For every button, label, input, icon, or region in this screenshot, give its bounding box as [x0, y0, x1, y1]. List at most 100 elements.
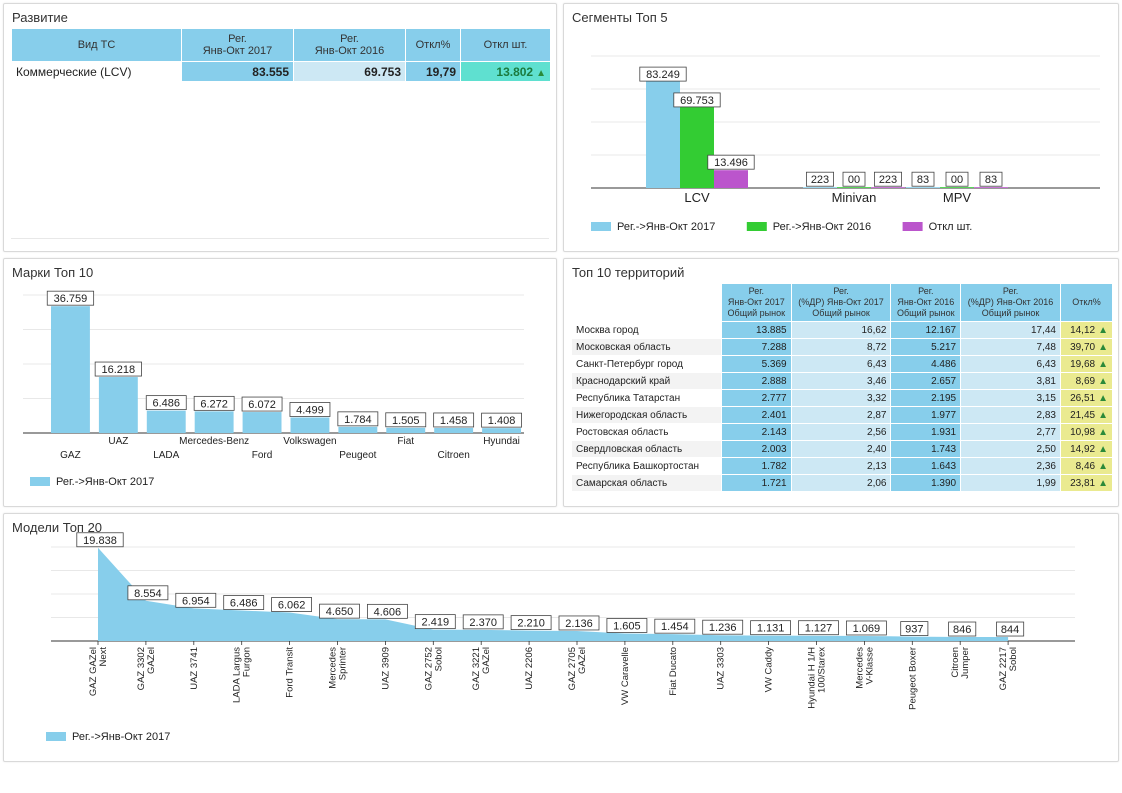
legend-swatch	[591, 222, 611, 231]
deviation-pct-cell: 14,92 ▲	[1060, 440, 1113, 458]
table-row: Санкт-Петербург город 5.369 6,43 4.486 6,43 1…	[571, 355, 1113, 373]
model-tick-label: GAZ 3302 GAZel	[136, 647, 157, 690]
up-arrow-icon: ▲	[1098, 477, 1108, 489]
model-tick-label-line: VW Caddy	[764, 647, 775, 693]
model-data-label-box	[462, 614, 504, 630]
up-arrow-icon: ▲	[1098, 443, 1108, 455]
model-tick-label-line: Citroen	[950, 647, 961, 678]
brand-bar	[434, 427, 474, 433]
reg-2017-cell: 1.782	[721, 457, 792, 475]
table-row: Москва город 13.885 16,62 12.167 17,44 14,12 ▲	[571, 321, 1113, 339]
model-tick-label-line: Next	[98, 647, 109, 667]
brand-data-label-box	[46, 290, 95, 306]
model-data-label-box	[76, 532, 124, 548]
table-row: Нижегородская область 2.401 2,87 1.977 2,83 2…	[571, 406, 1113, 424]
legend-label: Рег.->Янв-Окт 2016	[773, 221, 871, 233]
table-row: Самарская область 1.721 2,06 1.390 1,99 23,81…	[571, 474, 1113, 492]
segment-data-label-box	[945, 171, 969, 187]
brand-tick-label: Fiat	[397, 436, 414, 447]
legend-swatch	[46, 732, 66, 741]
legend-label: Рег.->Янв-Окт 2017	[72, 731, 170, 743]
model-tick-label: UAZ 3909	[380, 647, 391, 690]
model-data-label: 1.127	[805, 623, 833, 635]
territories-header-1: Рег. Янв-Окт 2017 Общий рынок	[721, 283, 792, 322]
up-arrow-icon: ▲	[536, 67, 546, 79]
model-data-label: 1.454	[661, 621, 689, 633]
segment-data-label: 83	[917, 174, 929, 186]
model-data-label: 4.650	[326, 606, 354, 618]
razvitie-header-4: Откл шт.	[460, 28, 551, 62]
table-row: Ростовская область 2.143 2,56 1.931 2,77 10,9…	[571, 423, 1113, 441]
model-tick-label-line: V-Klasse	[864, 647, 875, 685]
territories-table: Рег. Янв-Окт 2017 Общий рынок Рег. (%ДР) Янв…	[571, 283, 1113, 492]
brand-tick-label: Volkswagen	[283, 436, 336, 447]
brand-bar	[51, 306, 90, 433]
model-tick-label: UAZ 3303	[716, 647, 727, 690]
share-2016-cell: 2,83	[960, 406, 1061, 424]
model-data-label: 6.954	[182, 595, 210, 607]
model-tick-label-line: GAZ GAZel	[88, 647, 99, 696]
model-tick-label: LADA Largus Furgon	[232, 647, 253, 703]
model-tick-label-line: UAZ 3741	[189, 647, 200, 690]
share-2016-cell: 2,77	[960, 423, 1061, 441]
reg-2017-cell: 13.885	[721, 321, 792, 339]
model-data-label: 1.069	[853, 623, 881, 635]
brand-data-label: 16.218	[102, 364, 136, 376]
segment-bar	[680, 95, 714, 188]
reg-2016-cell: 2.657	[890, 372, 962, 390]
segment-data-label: 223	[879, 174, 897, 186]
reg-2016-cell: 12.167	[890, 321, 962, 339]
vehicle-type-cell: Коммерческие (LCV)	[11, 61, 182, 82]
deviation-units-cell: 13.802 ▲	[460, 61, 551, 82]
model-data-label-box	[996, 621, 1025, 637]
model-tick-label-line: GAZel	[577, 647, 588, 674]
segment-data-label-box	[979, 171, 1003, 187]
model-tick-label-line: Sobol	[1008, 647, 1019, 671]
table-row: Свердловская область 2.003 2,40 1.743 2,50 14…	[571, 440, 1113, 458]
share-2017-cell: 2,13	[790, 457, 892, 475]
brand-bar	[194, 411, 234, 433]
model-tick-label-line: VW Caravelle	[620, 647, 631, 705]
share-2017-cell: 2,40	[790, 440, 892, 458]
segment-data-label: 83.249	[646, 69, 680, 81]
segment-data-label: 69.753	[680, 95, 714, 107]
model-tick-label: GAZ 2752 Sobol	[423, 647, 444, 690]
territories-header-4: Рег. (%ДР) Янв-Окт 2016 Общий рынок	[960, 283, 1061, 322]
brand-data-label: 1.784	[344, 414, 372, 426]
brands-panel: Марки Топ 10 36.759 GAZ 16.218 UAZ 6.486 LADA…	[3, 258, 557, 507]
brand-bar	[290, 417, 330, 433]
model-data-label: 6.062	[278, 600, 306, 612]
model-tick-label: Fiat Ducato	[668, 647, 679, 696]
model-tick-label-line: GAZ 3221	[471, 647, 482, 690]
segment-data-label-box	[842, 171, 866, 187]
brand-data-label-box	[241, 396, 283, 412]
segments-panel: Сегменты Топ 5 83.249 69.753 13.496 LCV 223 0…	[563, 3, 1119, 252]
segment-bar	[837, 187, 871, 188]
segment-tick-label: LCV	[684, 190, 710, 205]
territory-name-cell: Ростовская область	[571, 423, 722, 441]
segment-data-label: 83	[985, 174, 997, 186]
brand-tick-label: LADA	[153, 450, 179, 461]
segment-data-label-box	[673, 92, 721, 108]
model-data-label: 19.838	[83, 535, 117, 547]
territories-panel: Топ 10 территорий Рег. Янв-Окт 2017 Общий …	[563, 258, 1119, 507]
model-data-label: 6.486	[230, 598, 258, 610]
razvitie-title: Развитие	[12, 10, 68, 25]
model-tick-label: GAZ 3221 GAZel	[471, 647, 492, 690]
table-row: Республика Башкортостан 1.782 2,13 1.643 2,3…	[571, 457, 1113, 475]
legend-swatch	[746, 222, 767, 231]
razvitie-header-0: Вид ТС	[11, 28, 182, 62]
brand-data-label: 6.486	[152, 398, 180, 410]
model-data-label: 2.419	[422, 617, 450, 629]
model-data-label-box	[846, 620, 887, 636]
deviation-pct-cell: 8,69 ▲	[1060, 372, 1113, 390]
table-row: Республика Татарстан 2.777 3,32 2.195 3,15 26…	[571, 389, 1113, 407]
reg-2016-cell: 4.486	[890, 355, 962, 373]
models-panel: Модели Топ 20 19.838 8.554 6.954 6.486 6.062…	[3, 513, 1119, 762]
brand-data-label: 36.759	[54, 293, 88, 305]
territory-name-cell: Самарская область	[571, 474, 722, 492]
share-2017-cell: 2,87	[790, 406, 892, 424]
segment-data-label-box	[805, 171, 834, 187]
model-tick-label-line: Furgon	[242, 647, 253, 677]
model-data-label-box	[271, 597, 313, 612]
